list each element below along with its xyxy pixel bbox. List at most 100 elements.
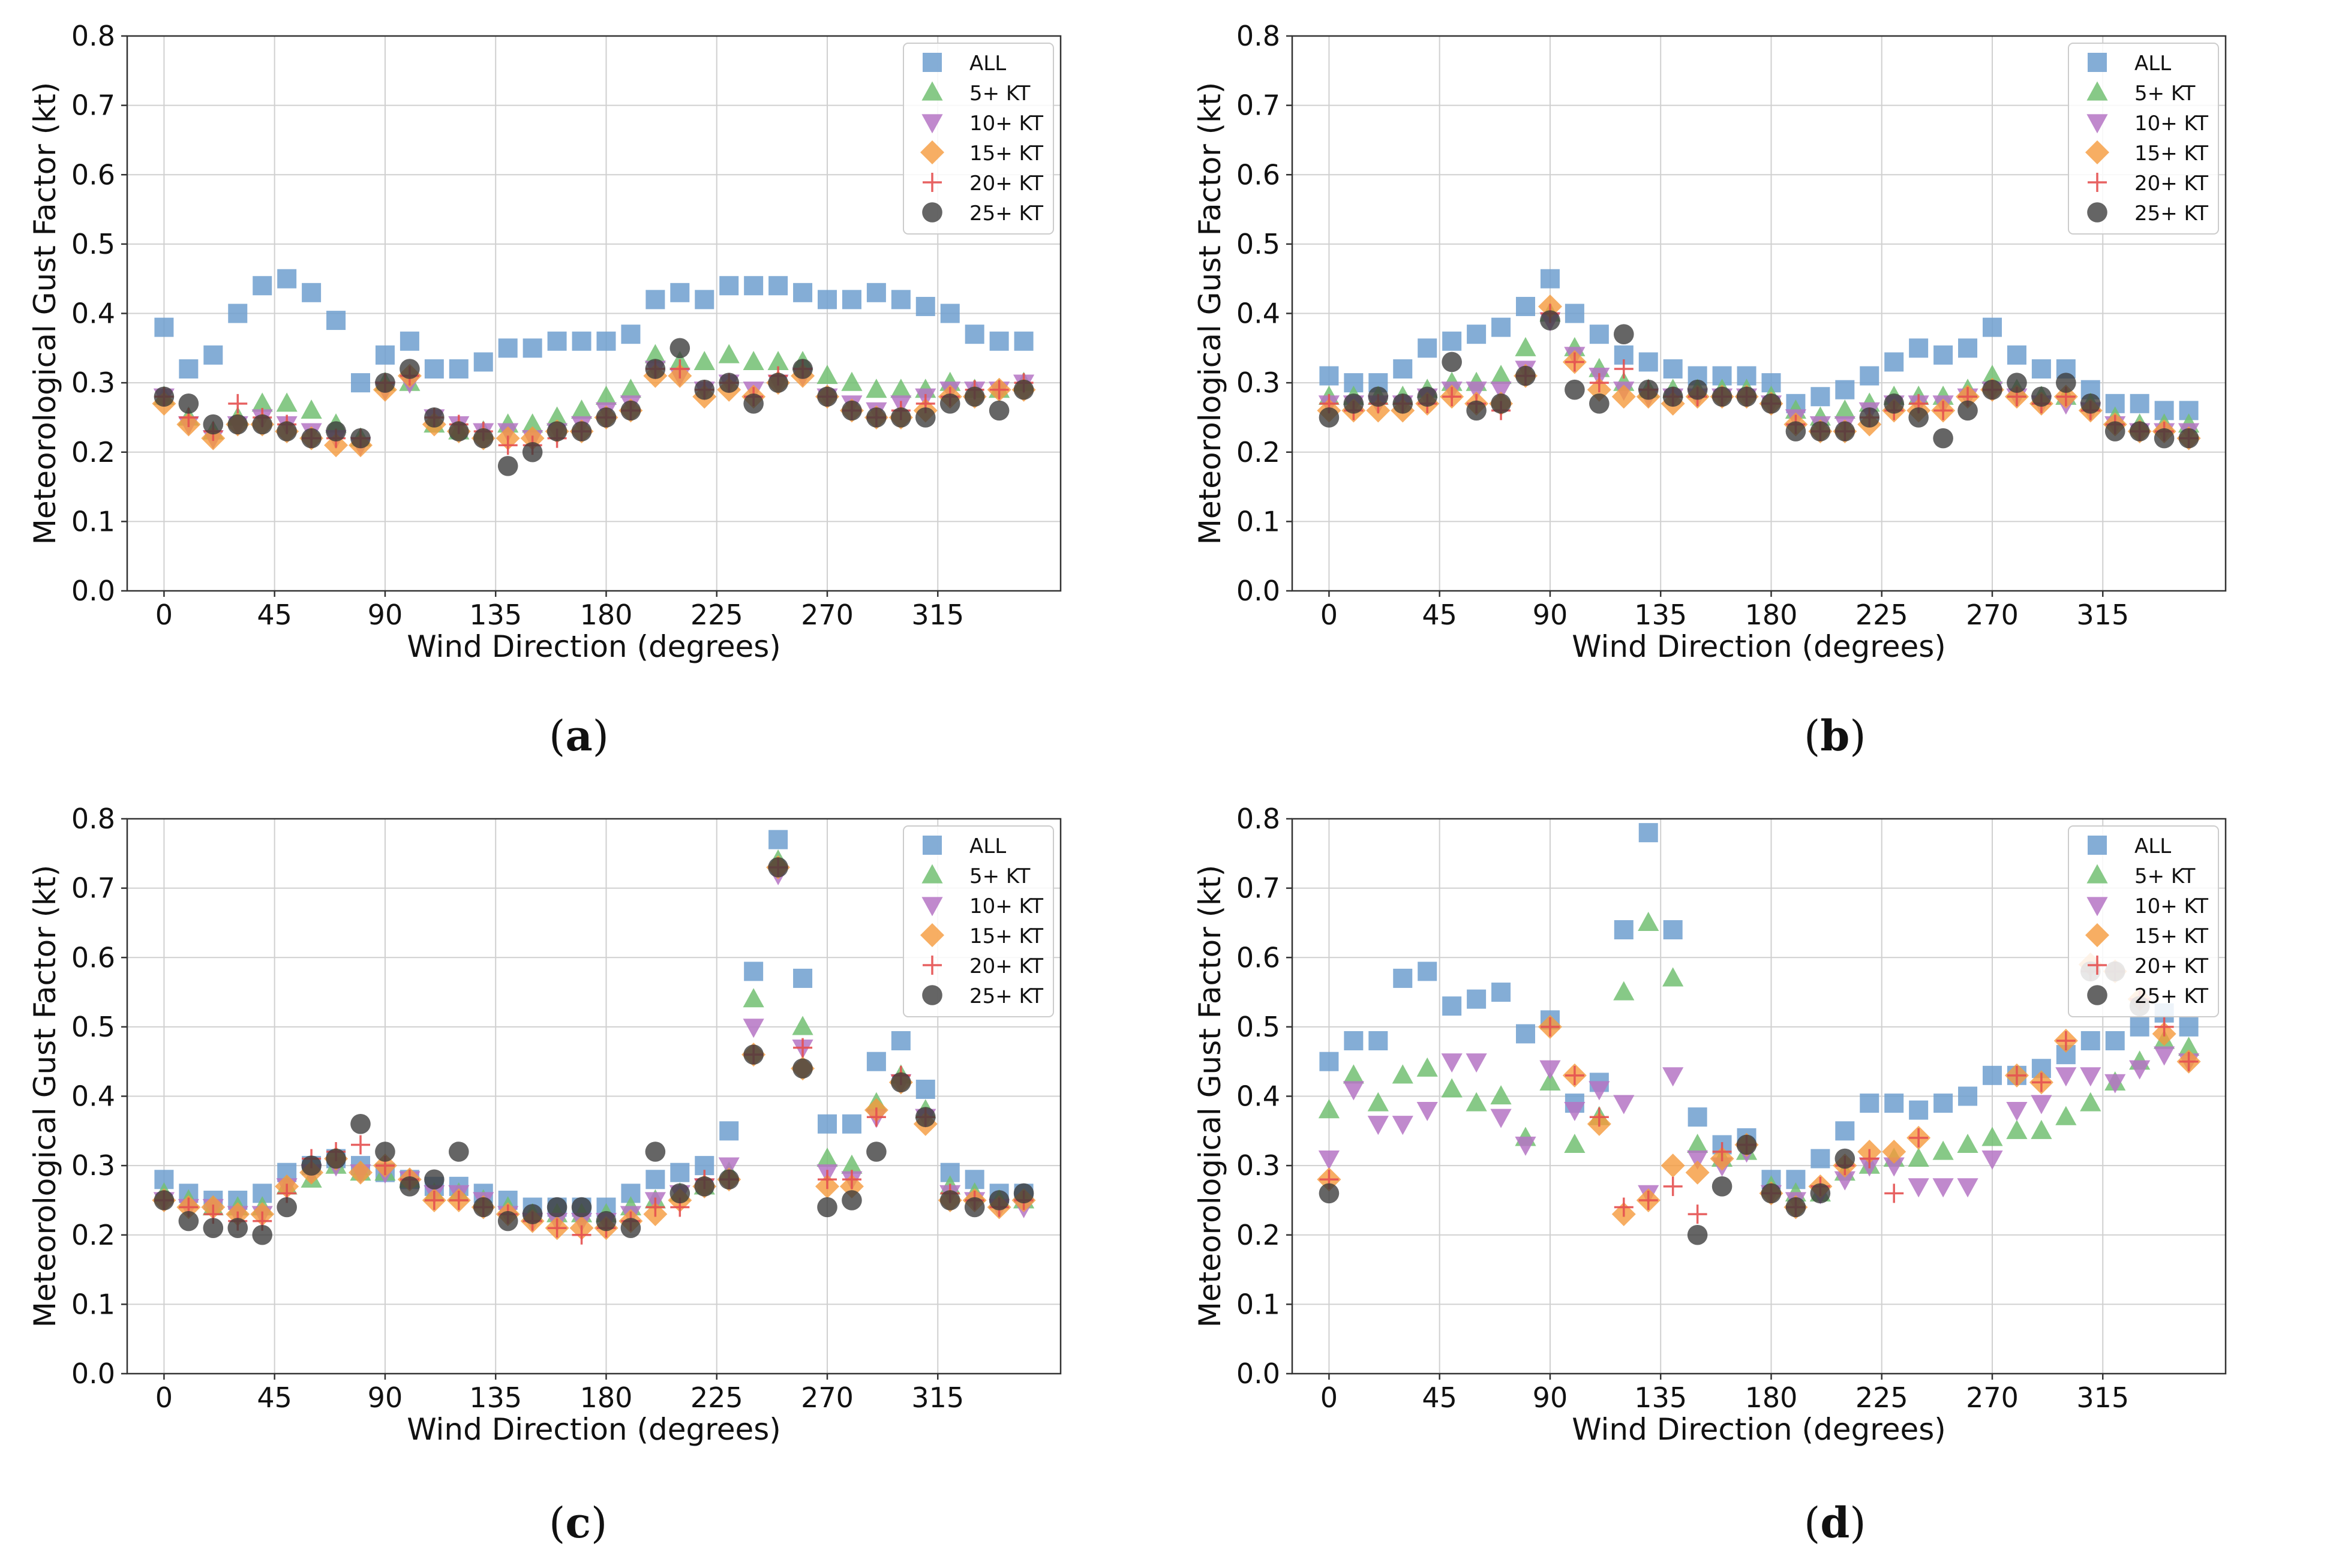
point-5plus-kt <box>1343 1064 1364 1084</box>
x-axis-label: Wind Direction (degrees) <box>1572 629 1946 664</box>
point-all <box>1933 345 1953 365</box>
x-axis-label: Wind Direction (degrees) <box>407 629 781 664</box>
point-all <box>179 359 199 379</box>
point-20plus-kt <box>1638 1190 1658 1210</box>
point-25plus-kt <box>1810 421 1831 441</box>
point-20plus-kt <box>351 1135 370 1155</box>
x-tick-label: 225 <box>690 599 743 631</box>
point-15plus-kt <box>349 1160 373 1185</box>
point-all <box>1835 380 1855 399</box>
point-25plus-kt <box>1687 379 1708 400</box>
point-5plus-kt <box>1515 337 1536 356</box>
legend-marker <box>923 956 942 975</box>
x-tick-label: 90 <box>368 1381 403 1414</box>
x-tick-label: 270 <box>1966 1381 2019 1414</box>
point-all <box>744 962 764 981</box>
point-20plus-kt <box>645 1197 665 1217</box>
legend-marker <box>921 897 943 917</box>
point-25plus-kt <box>1343 393 1364 414</box>
x-axis-ticks: 0 45 90 135 180 225 270 315 <box>155 591 964 631</box>
point-10plus-kt <box>2129 1060 2151 1080</box>
point-10plus-kt <box>1490 1109 1512 1128</box>
point-all <box>842 290 861 310</box>
point-25plus-kt <box>473 428 494 449</box>
point-25plus-kt <box>203 1218 224 1238</box>
point-25plus-kt <box>1013 1183 1034 1204</box>
point-5plus-kt <box>301 399 322 419</box>
point-10plus-kt <box>743 1019 764 1038</box>
point-25plus-kt <box>448 1142 469 1162</box>
point-20plus-kt <box>1614 1197 1634 1217</box>
point-all <box>842 1114 861 1134</box>
x-tick-label: 315 <box>2076 599 2129 631</box>
point-5plus-kt <box>767 351 789 371</box>
x-axis-ticks: 0 45 90 135 180 225 270 315 <box>1320 1374 2129 1414</box>
y-tick-label: 0.6 <box>71 158 115 191</box>
y-tick-label: 0.4 <box>1236 298 1280 330</box>
y-tick-label: 0.2 <box>71 1219 115 1251</box>
point-all <box>1442 996 1462 1016</box>
x-tick-label: 135 <box>469 599 522 631</box>
point-25plus-kt <box>768 857 788 878</box>
point-25plus-kt <box>1785 1197 1806 1218</box>
y-axis-label: Meteorological Gust Factor (kt) <box>1193 82 1227 545</box>
point-20plus-kt <box>1688 1204 1707 1224</box>
y-tick-label: 0.5 <box>1236 228 1280 260</box>
point-5plus-kt <box>841 371 863 391</box>
point-all <box>1516 1024 1535 1044</box>
point-25plus-kt <box>522 441 543 462</box>
point-25plus-kt <box>1392 393 1413 414</box>
point-25plus-kt <box>743 393 764 414</box>
point-25plus-kt <box>743 1044 764 1065</box>
x-tick-label: 315 <box>2076 1381 2129 1414</box>
point-25plus-kt <box>571 421 592 441</box>
point-25plus-kt <box>1712 1176 1733 1197</box>
legend-label: 10+ KT <box>969 112 1043 136</box>
y-tick-label: 0.4 <box>71 1080 115 1113</box>
point-25plus-kt <box>694 1176 715 1197</box>
point-25plus-kt <box>2056 373 2076 393</box>
point-25plus-kt <box>915 1107 936 1127</box>
x-tick-label: 225 <box>1855 1381 1908 1414</box>
legend-label: 5+ KT <box>2134 864 2196 888</box>
y-tick-label: 0.5 <box>1236 1011 1280 1043</box>
point-all <box>1983 1065 2002 1085</box>
point-5plus-kt <box>816 1148 838 1167</box>
y-tick-label: 0.0 <box>71 1357 115 1390</box>
point-all <box>596 331 616 351</box>
point-25plus-kt <box>1908 407 1929 428</box>
point-25plus-kt <box>448 421 469 441</box>
point-25plus-kt <box>1957 400 1978 421</box>
legend-label: ALL <box>2134 834 2171 858</box>
point-5plus-kt <box>595 385 617 405</box>
point-10plus-kt <box>1908 1178 1929 1198</box>
legend: ALL 5+ KT 10+ KT 15+ KT 20+ KT 25+ KT <box>903 43 1054 235</box>
point-5plus-kt <box>718 344 740 364</box>
legend-marker <box>2086 897 2108 917</box>
point-25plus-kt <box>1319 1183 1340 1204</box>
x-tick-label: 315 <box>911 1381 964 1414</box>
point-all <box>2080 1031 2100 1050</box>
legend-marker <box>921 81 943 101</box>
y-axis-ticks: 0.0 0.1 0.2 0.3 0.4 0.5 0.6 0.7 0.8 <box>71 803 127 1390</box>
legend-box <box>2068 825 2219 1017</box>
scatter-chart-d: 0 45 90 135 180 225 270 3150.00.10.20.30.40.50.… <box>1193 803 2227 1447</box>
point-20plus-kt <box>1589 373 1609 393</box>
legend-marker <box>2086 81 2108 101</box>
point-all <box>498 338 518 358</box>
point-10plus-kt <box>2104 1074 2126 1094</box>
point-all <box>1516 296 1535 316</box>
legend: ALL 5+ KT 10+ KT 15+ KT 20+ KT 25+ KT <box>2068 43 2219 235</box>
point-10plus-kt <box>1834 1171 1855 1191</box>
legend-marker <box>2085 140 2109 164</box>
point-5plus-kt <box>644 344 666 364</box>
point-20plus-kt <box>2179 1052 2199 1071</box>
legend-label: 15+ KT <box>969 142 1043 166</box>
legend-marker <box>923 836 942 855</box>
point-all <box>1958 1086 1978 1106</box>
point-20plus-kt <box>818 1170 837 1189</box>
point-5plus-kt <box>816 365 838 385</box>
point-5plus-kt <box>1441 1078 1463 1098</box>
point-10plus-kt <box>1441 1053 1463 1073</box>
point-all <box>1589 325 1609 344</box>
